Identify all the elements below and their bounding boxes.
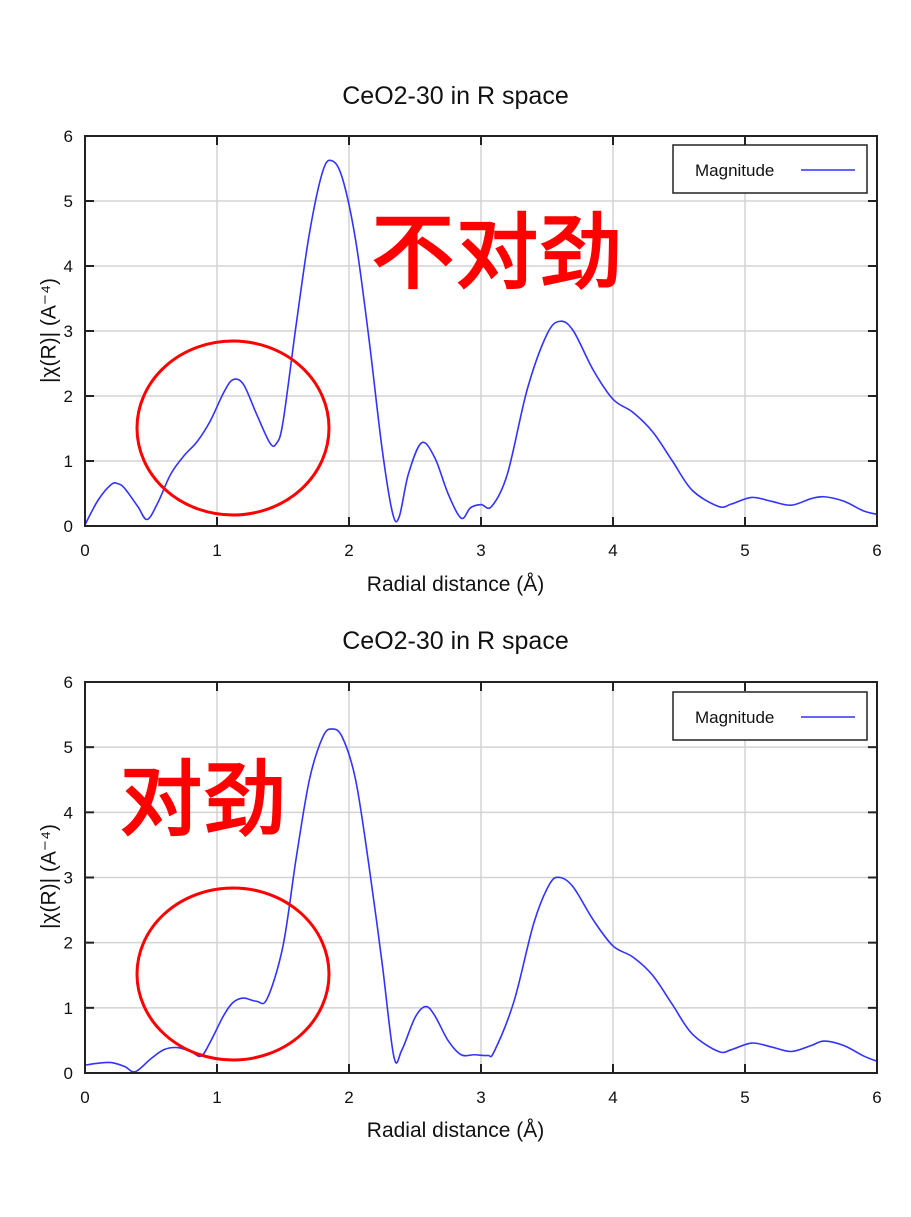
x-tick-label: 6	[872, 1088, 881, 1107]
annotation-text: 不对劲	[372, 206, 625, 301]
y-tick-label: 4	[64, 803, 73, 822]
x-axis-label: Radial distance (Å)	[366, 1119, 545, 1142]
y-tick-label: 5	[64, 192, 73, 211]
x-tick-label: 0	[80, 1088, 89, 1107]
x-tick-label: 6	[872, 541, 881, 560]
x-tick-label: 3	[476, 1088, 485, 1107]
annotation-text: 对劲	[120, 753, 289, 848]
magnitude-curve	[84, 728, 878, 1073]
y-tick-label: 2	[64, 387, 73, 406]
grid-lines	[85, 136, 877, 526]
plot-area: 0 1 2 3 4 5 6 0 1 2 3 4 5 6 Magnitude	[64, 127, 882, 560]
axis-ticks: 0 1 2 3 4 5 6 0 1 2 3 4 5 6	[64, 127, 882, 560]
legend-label: Magnitude	[695, 161, 774, 180]
x-axis-label: Radial distance (Å)	[366, 573, 545, 596]
legend-box	[672, 144, 868, 194]
x-tick-label: 0	[80, 541, 89, 560]
highlight-ellipse	[135, 339, 331, 517]
chart-title: CeO2-30 in R space	[342, 627, 569, 655]
y-tick-label: 2	[64, 934, 73, 953]
x-tick-label: 5	[740, 1088, 749, 1107]
x-tick-label: 2	[344, 1088, 353, 1107]
y-tick-label: 6	[64, 127, 73, 146]
axis-ticks: 0 1 2 3 4 5 6 0 1 2 3 4 5 6	[64, 673, 882, 1107]
x-tick-label: 1	[212, 541, 221, 560]
y-tick-label: 0	[64, 1064, 73, 1083]
magnitude-curve	[84, 159, 878, 526]
y-tick-label: 0	[64, 517, 73, 536]
grid-lines	[85, 682, 877, 1073]
y-tick-label: 5	[64, 738, 73, 757]
y-tick-label: 1	[64, 452, 73, 471]
chart-panel-top: CeO2-30 in R space 0 1 2 3 4 5 6 0 1 2 3 4 5 6 Magnitu…	[38, 82, 882, 596]
y-axis-label: |χ(R)| (A⁻⁴)	[37, 823, 61, 930]
legend-label: Magnitude	[695, 708, 774, 727]
chart-title: CeO2-30 in R space	[342, 82, 569, 110]
x-tick-label: 2	[344, 541, 353, 560]
x-tick-label: 4	[608, 1088, 617, 1107]
y-tick-label: 6	[64, 673, 73, 692]
legend-box	[672, 691, 868, 741]
x-tick-label: 1	[212, 1088, 221, 1107]
x-tick-label: 3	[476, 541, 485, 560]
y-tick-label: 3	[64, 869, 73, 888]
x-tick-label: 5	[740, 541, 749, 560]
y-tick-label: 1	[64, 999, 73, 1018]
legend: Magnitude	[672, 144, 868, 194]
legend: Magnitude	[672, 691, 868, 741]
y-tick-label: 4	[64, 257, 73, 276]
highlight-ellipse	[135, 886, 331, 1062]
y-tick-label: 3	[64, 322, 73, 341]
x-tick-label: 4	[608, 541, 617, 560]
